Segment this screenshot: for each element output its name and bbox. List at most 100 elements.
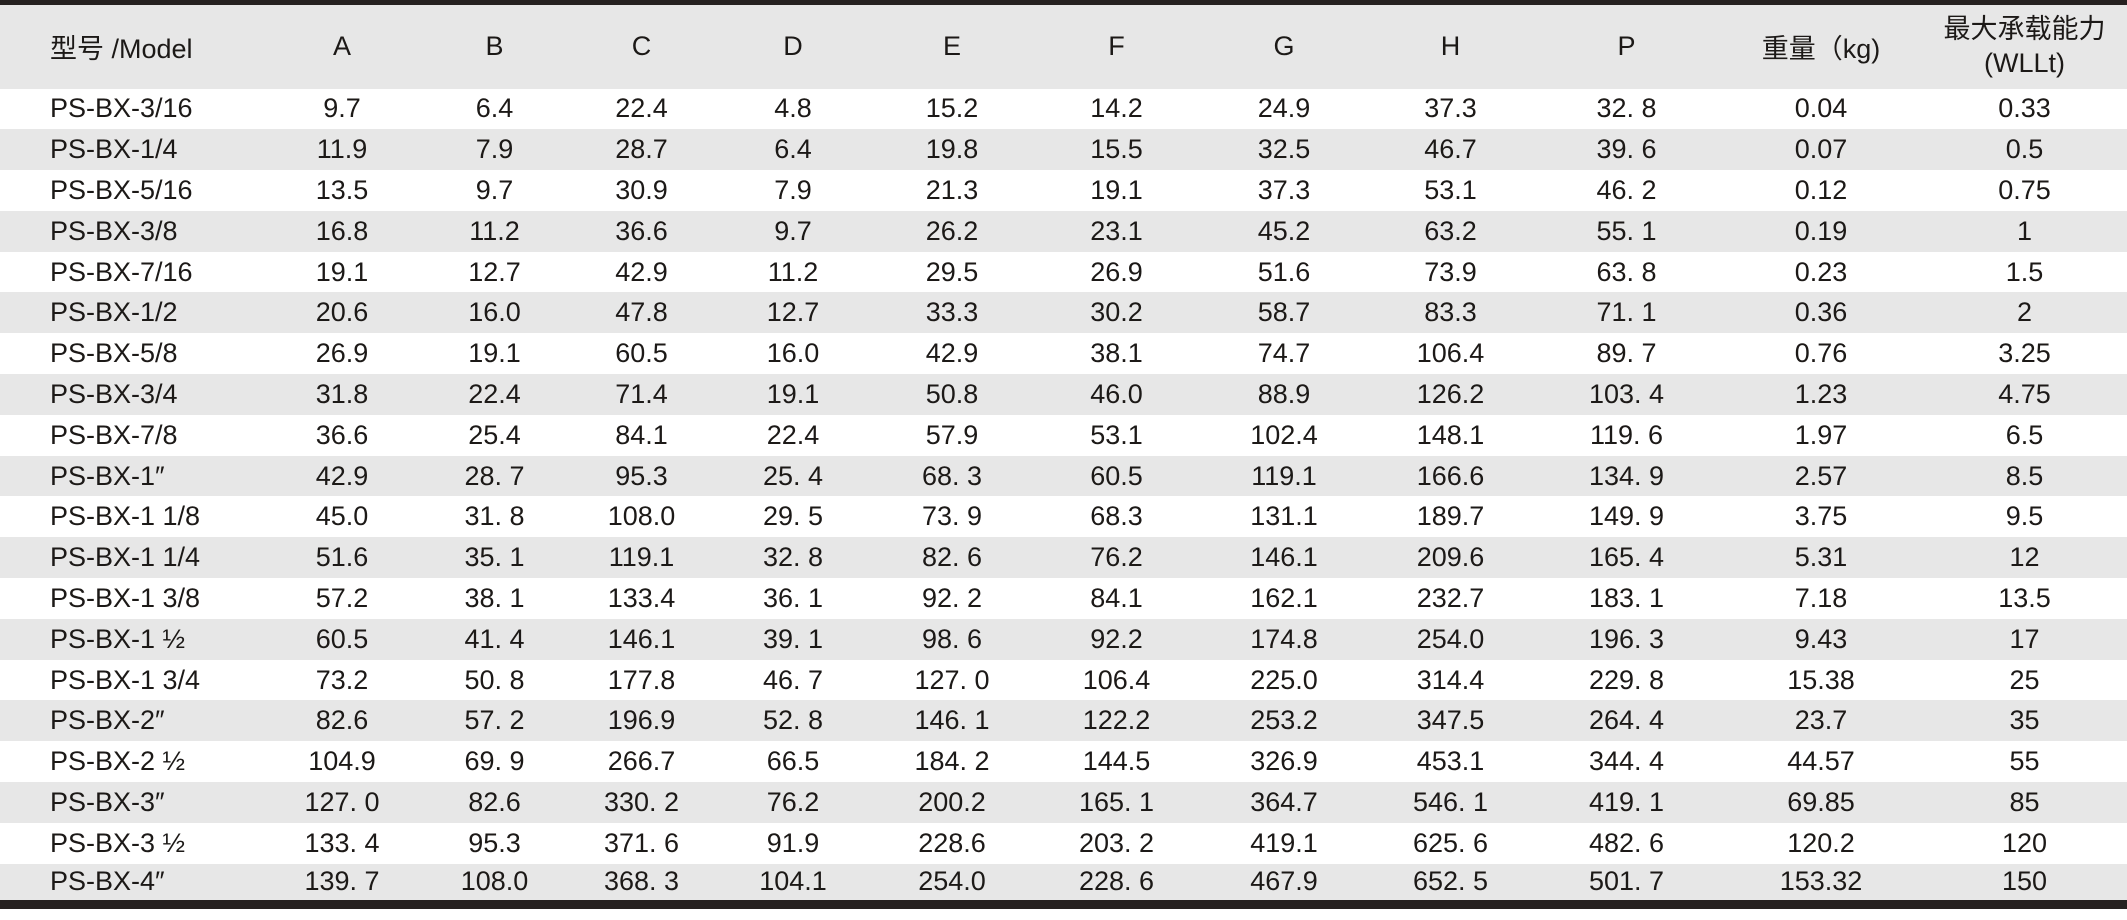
cell-model: PS-BX-1 3/4 — [50, 664, 201, 695]
cell-model: PS-BX-1″ — [50, 460, 165, 491]
table-row: PS-BX-3/16 9.7 6.4 22.4 4.8 15.2 14.2 24.9 37.3 3… — [0, 88, 2127, 130]
cell-value: 53.1 — [1090, 419, 1143, 450]
cell-value: 9.7 — [475, 174, 514, 205]
cell-value: 37.3 — [1257, 174, 1311, 205]
cell-value: 66.5 — [766, 746, 820, 777]
cell-value: 482. 6 — [1588, 827, 1665, 858]
cell-value: 31. 8 — [464, 501, 525, 532]
header-wll: 最大承载能力 (WLLt) — [1922, 3, 2127, 89]
cell-value: 74.7 — [1257, 338, 1311, 369]
table-row: PS-BX-3 ½ 133. 4 95.3 371. 6 91.9 228.6 203. 2… — [0, 822, 2127, 864]
cell-value: 133. 4 — [304, 827, 380, 858]
cell-value: 4.8 — [774, 93, 812, 124]
cell-value: 22.4 — [468, 378, 521, 409]
cell-value: 16.8 — [315, 215, 369, 246]
table-row: PS-BX-5/16 13.5 9.7 30.9 7.9 21.3 19.1 37.3 53.1… — [0, 170, 2127, 211]
cell-value: 2.57 — [1794, 460, 1848, 491]
cell-model: PS-BX-1/2 — [50, 297, 178, 328]
cell-value: 42.9 — [925, 338, 979, 369]
cell-value: 314.4 — [1416, 664, 1485, 695]
table-row: PS-BX-3″ 127. 0 82.6 330. 2 76.2 200.2 165. 1 3… — [0, 782, 2127, 823]
cell-model: PS-BX-1 1/8 — [50, 501, 201, 532]
cell-value: 25 — [2009, 664, 2040, 695]
cell-value: 228. 6 — [1078, 866, 1155, 897]
cell-value: 32.5 — [1257, 134, 1311, 165]
cell-value: 19.1 — [468, 338, 521, 369]
cell-value: 6.4 — [774, 134, 812, 165]
cell-value: 1.97 — [1794, 419, 1848, 450]
cell-value: 104.9 — [308, 746, 376, 777]
cell-value: 29.5 — [925, 256, 979, 287]
cell-value: 36.6 — [315, 419, 369, 450]
cell-value: 26.2 — [925, 215, 979, 246]
cell-value: 9.7 — [774, 215, 812, 246]
cell-value: 73.2 — [315, 664, 369, 695]
cell-value: 98. 6 — [921, 623, 983, 654]
cell-value: 102.4 — [1250, 419, 1318, 450]
cell-value: 225.0 — [1250, 664, 1318, 695]
cell-value: 21.3 — [925, 174, 979, 205]
cell-value: 82. 6 — [921, 542, 983, 573]
cell-value: 419. 1 — [1588, 786, 1665, 817]
cell-model: PS-BX-5/16 — [50, 174, 193, 205]
cell-value: 57. 2 — [464, 705, 525, 736]
cell-value: 12 — [2009, 542, 2040, 573]
cell-value: 453.1 — [1416, 746, 1485, 777]
cell-value: 46.0 — [1090, 378, 1143, 409]
cell-value: 82.6 — [468, 786, 521, 817]
cell-value: 50.8 — [925, 378, 979, 409]
table-row: PS-BX-1 3/4 73.2 50. 8 177.8 46. 7 127. 0 106.… — [0, 659, 2127, 701]
cell-value: 16.0 — [468, 297, 521, 328]
cell-value: 0.5 — [2005, 134, 2044, 165]
cell-value: 71. 1 — [1596, 297, 1657, 328]
cell-model: PS-BX-1 ½ — [50, 623, 186, 654]
header-weight: 重量（kg) — [1761, 34, 1881, 65]
cell-value: 419.1 — [1250, 827, 1318, 858]
cell-value: 0.23 — [1794, 256, 1848, 287]
cell-model: PS-BX-7/16 — [50, 256, 193, 287]
table-row: PS-BX-3/8 16.8 11.2 36.6 9.7 26.2 23.1 45.2 63.2… — [0, 210, 2127, 252]
cell-value: 32. 8 — [762, 542, 824, 573]
cell-value: 0.75 — [1998, 174, 2051, 205]
cell-value: 50. 8 — [464, 664, 525, 695]
cell-value: 264. 4 — [1588, 705, 1665, 736]
cell-value: 89. 7 — [1596, 338, 1657, 369]
cell-value: 95.3 — [468, 827, 521, 858]
cell-value: 196. 3 — [1588, 623, 1665, 654]
cell-value: 15.5 — [1090, 134, 1143, 165]
cell-value: 148.1 — [1416, 419, 1485, 450]
cell-value: 41. 4 — [464, 623, 525, 654]
header-model: 型号 /Model — [50, 34, 193, 65]
cell-value: 69.85 — [1787, 786, 1855, 817]
cell-value: 12.7 — [468, 256, 521, 287]
cell-value: 31.8 — [315, 378, 369, 409]
cell-value: 14.2 — [1090, 93, 1143, 124]
cell-value: 1 — [2016, 215, 2033, 246]
cell-value: 162.1 — [1250, 582, 1318, 613]
cell-value: 229. 8 — [1588, 664, 1665, 695]
table-row: PS-BX-1 ½ 60.5 41. 4 146.1 39. 1 98. 6 92.2 174… — [0, 618, 2127, 660]
cell-value: 166.6 — [1416, 460, 1485, 491]
table-row: PS-BX-5/8 26.9 19.1 60.5 16.0 42.9 38.1 74.7 106… — [0, 333, 2127, 375]
cell-value: 29. 5 — [762, 501, 824, 532]
cell-value: 146.1 — [607, 623, 676, 654]
cell-value: 467.9 — [1250, 866, 1318, 897]
cell-value: 9.7 — [323, 93, 361, 124]
cell-value: 106.4 — [1416, 338, 1485, 369]
cell-value: 51.6 — [315, 542, 369, 573]
cell-value: 120.2 — [1787, 827, 1855, 858]
table-row: PS-BX-4″ 139. 7 108.0 368. 3 104.1 254.0 228. … — [0, 863, 2127, 905]
cell-value: 69. 9 — [464, 746, 525, 777]
cell-value: 20.6 — [315, 297, 369, 328]
cell-value: 119. 6 — [1589, 419, 1664, 450]
cell-value: 146.1 — [1250, 542, 1318, 573]
cell-model: PS-BX-2 ½ — [50, 746, 186, 777]
cell-value: 60.5 — [615, 338, 668, 369]
cell-value: 103. 4 — [1588, 378, 1665, 409]
cell-model: PS-BX-5/8 — [50, 338, 178, 369]
cell-value: 7.18 — [1794, 582, 1848, 613]
table-row: PS-BX-1″ 42.9 28. 7 95.3 25. 4 68. 3 60.5 119.1… — [0, 455, 2127, 497]
cell-value: 153.32 — [1779, 866, 1863, 897]
cell-value: 45.0 — [315, 501, 369, 532]
